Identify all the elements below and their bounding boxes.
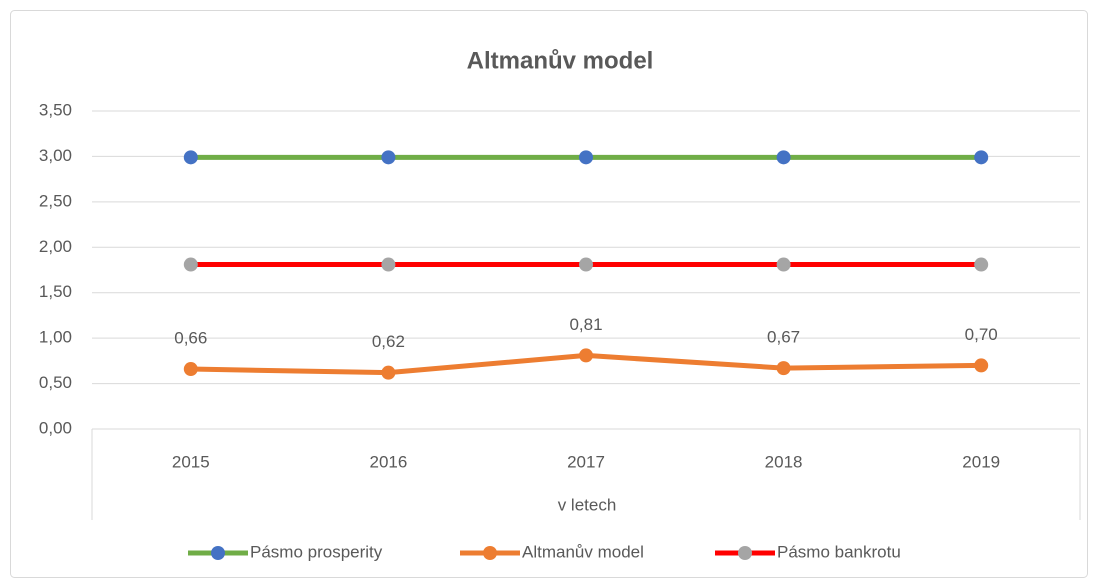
data-label: 0,62 bbox=[372, 332, 405, 351]
marker bbox=[974, 358, 989, 373]
data-label: 0,67 bbox=[767, 328, 800, 347]
marker bbox=[579, 257, 593, 272]
marker bbox=[381, 150, 396, 165]
y-tick-label: 2,00 bbox=[39, 237, 72, 256]
y-tick-label: 3,50 bbox=[39, 100, 72, 119]
marker bbox=[183, 362, 198, 377]
legend-label: Altmanův model bbox=[522, 542, 644, 561]
marker bbox=[381, 257, 396, 272]
data-label: 0,70 bbox=[965, 325, 998, 344]
marker bbox=[579, 150, 593, 165]
legend-marker bbox=[483, 546, 497, 560]
legend-marker bbox=[211, 546, 225, 560]
marker bbox=[974, 150, 989, 165]
legend-label: Pásmo bankrotu bbox=[777, 542, 901, 561]
marker bbox=[579, 348, 593, 363]
y-tick-label: 0,00 bbox=[39, 418, 72, 437]
x-tick-label: 2018 bbox=[765, 452, 803, 471]
x-tick-label: 2016 bbox=[369, 452, 407, 471]
y-tick-label: 0,50 bbox=[39, 373, 72, 392]
x-tick-label: 2017 bbox=[567, 452, 605, 471]
x-axis-label: v letech bbox=[558, 495, 617, 514]
y-tick-label: 1,50 bbox=[39, 282, 72, 301]
marker bbox=[381, 365, 396, 380]
x-tick-label: 2019 bbox=[962, 452, 1000, 471]
marker bbox=[183, 257, 198, 272]
data-label: 0,81 bbox=[569, 315, 602, 334]
marker bbox=[776, 257, 791, 272]
legend-label: Pásmo prosperity bbox=[250, 542, 383, 561]
marker bbox=[183, 150, 198, 165]
x-tick-label: 2015 bbox=[172, 452, 210, 471]
chart-border bbox=[10, 10, 1088, 578]
marker bbox=[974, 257, 989, 272]
chart-title: Altmanův model bbox=[467, 47, 654, 74]
y-tick-label: 3,00 bbox=[39, 146, 72, 165]
marker bbox=[776, 361, 791, 376]
y-tick-label: 1,00 bbox=[39, 328, 72, 347]
data-label: 0,66 bbox=[174, 329, 207, 348]
legend-marker bbox=[738, 546, 752, 560]
marker bbox=[776, 150, 791, 165]
y-tick-label: 2,50 bbox=[39, 191, 72, 210]
